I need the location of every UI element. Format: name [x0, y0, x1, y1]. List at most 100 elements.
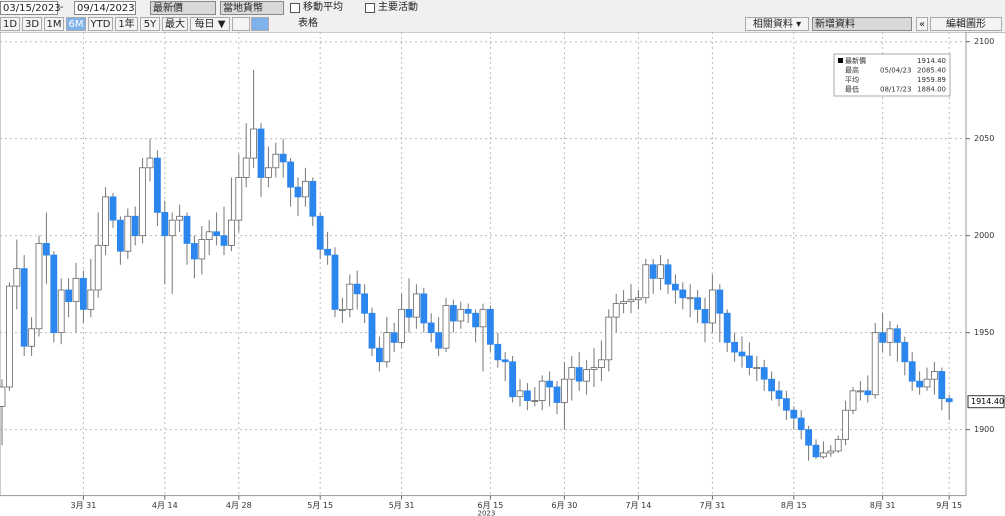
candle-body: [205, 231, 213, 240]
end-date[interactable]: 09/14/2023: [74, 1, 136, 15]
frequency-button[interactable]: 每日 ▼: [190, 17, 230, 31]
y-tick-label: 2100: [974, 37, 994, 46]
candle-body: [553, 386, 561, 403]
candle-body: [257, 128, 265, 178]
candle-body: [686, 297, 694, 300]
candle-body: [124, 215, 132, 252]
candle-body: [494, 343, 502, 361]
candle-body: [442, 305, 450, 349]
candle-body: [20, 268, 28, 347]
candle-body: [279, 153, 287, 163]
field-dropdown[interactable]: 最新價: [150, 1, 216, 15]
candle-body: [109, 196, 117, 221]
x-tick-label: 8月 15: [781, 501, 807, 510]
stats-label: 最新價: [845, 56, 866, 65]
x-tick-label: 9月 15: [936, 501, 962, 510]
candle-body: [546, 380, 553, 388]
candle-body: [894, 328, 901, 343]
edit-button[interactable]: 編輯圖形: [930, 17, 1002, 31]
related-button[interactable]: 相關資料 ▾: [745, 17, 809, 31]
candle-body: [834, 438, 842, 452]
candle-body: [568, 367, 576, 380]
candle-body: [583, 369, 590, 382]
candle-body: [538, 380, 546, 401]
candle-body: [427, 322, 435, 334]
candle-body: [472, 312, 480, 328]
candle-body: [642, 264, 650, 299]
range-button[interactable]: 1D: [0, 17, 20, 31]
candle-body: [797, 417, 805, 431]
candle-body: [857, 390, 864, 393]
candle-body: [664, 264, 672, 285]
tool-button[interactable]: [232, 17, 250, 31]
checkbox-label[interactable]: 主要活動: [378, 2, 418, 13]
chart: 1900 1950 2000 2050 2100 3月 31 4月 14 4月 28 5月 15…: [0, 32, 1005, 516]
candle-body: [672, 283, 679, 291]
candle-body: [827, 450, 835, 454]
candle-body: [501, 359, 509, 363]
candle-body: [908, 361, 916, 382]
x-tick-label: 8月 31: [870, 501, 896, 510]
add-data-input[interactable]: 新增資料: [812, 17, 912, 31]
checkbox[interactable]: [290, 3, 300, 13]
collapse-button[interactable]: «: [916, 17, 928, 31]
candle-body: [760, 367, 768, 380]
candle-body: [242, 157, 250, 178]
checkbox[interactable]: [365, 3, 375, 13]
candle-body: [746, 355, 753, 368]
candle-body: [361, 293, 369, 314]
x-tick-label: 3月 31: [70, 501, 96, 510]
checkbox-label[interactable]: 移動平均: [303, 2, 343, 13]
range-button[interactable]: 3D: [22, 17, 42, 31]
x-tick-label: 6月 30: [551, 501, 577, 510]
tool-button[interactable]: [251, 17, 269, 31]
x-tick-label: 5月 15: [307, 501, 333, 510]
candle-body: [28, 328, 36, 347]
candle-body: [916, 380, 923, 388]
candle-body: [635, 297, 642, 301]
year-label: 2023: [477, 510, 495, 516]
candle-body: [43, 243, 50, 256]
candle-body: [709, 289, 716, 324]
candle-body: [87, 289, 95, 310]
candle-body: [331, 254, 339, 310]
last-price-tag: [967, 395, 1005, 409]
range-button[interactable]: YTD: [88, 17, 113, 31]
candle-body: [612, 303, 620, 318]
candle-body: [72, 277, 80, 303]
candle-body: [457, 308, 465, 322]
range-button[interactable]: 最大: [162, 17, 188, 31]
candle-body: [375, 347, 383, 363]
table-button[interactable]: 表格: [298, 18, 318, 29]
range-button[interactable]: 1M: [44, 17, 64, 31]
candle-body: [227, 219, 235, 246]
y-tick-label: 2050: [974, 134, 994, 143]
candle-body: [368, 312, 376, 349]
candle-body: [945, 398, 953, 403]
range-button[interactable]: 5Y: [140, 17, 160, 31]
candle-body: [287, 161, 295, 188]
candle-body: [805, 429, 812, 446]
candle-body: [316, 215, 324, 250]
currency-dropdown[interactable]: 當地貨幣: [220, 1, 284, 15]
candle-body: [353, 283, 361, 295]
candle-body: [753, 367, 761, 369]
candle-body: [198, 239, 206, 260]
candle-body: [590, 367, 598, 370]
candle-body: [598, 359, 605, 368]
candle-body: [716, 289, 724, 314]
candle-body: [146, 157, 154, 169]
candle-body: [35, 243, 43, 330]
stats-label: 最高: [845, 66, 859, 75]
x-tick-label: 4月 14: [152, 501, 178, 510]
range-button[interactable]: 1年: [115, 17, 138, 31]
range-button[interactable]: 6M: [66, 17, 86, 31]
candle-body: [80, 277, 87, 310]
start-date[interactable]: 03/15/2023: [0, 1, 61, 15]
candle-body: [183, 215, 191, 244]
candle-body: [849, 390, 857, 411]
candle-body: [250, 128, 258, 159]
candle-body: [57, 289, 65, 334]
candle-body: [176, 215, 184, 221]
candle-body: [605, 316, 613, 361]
